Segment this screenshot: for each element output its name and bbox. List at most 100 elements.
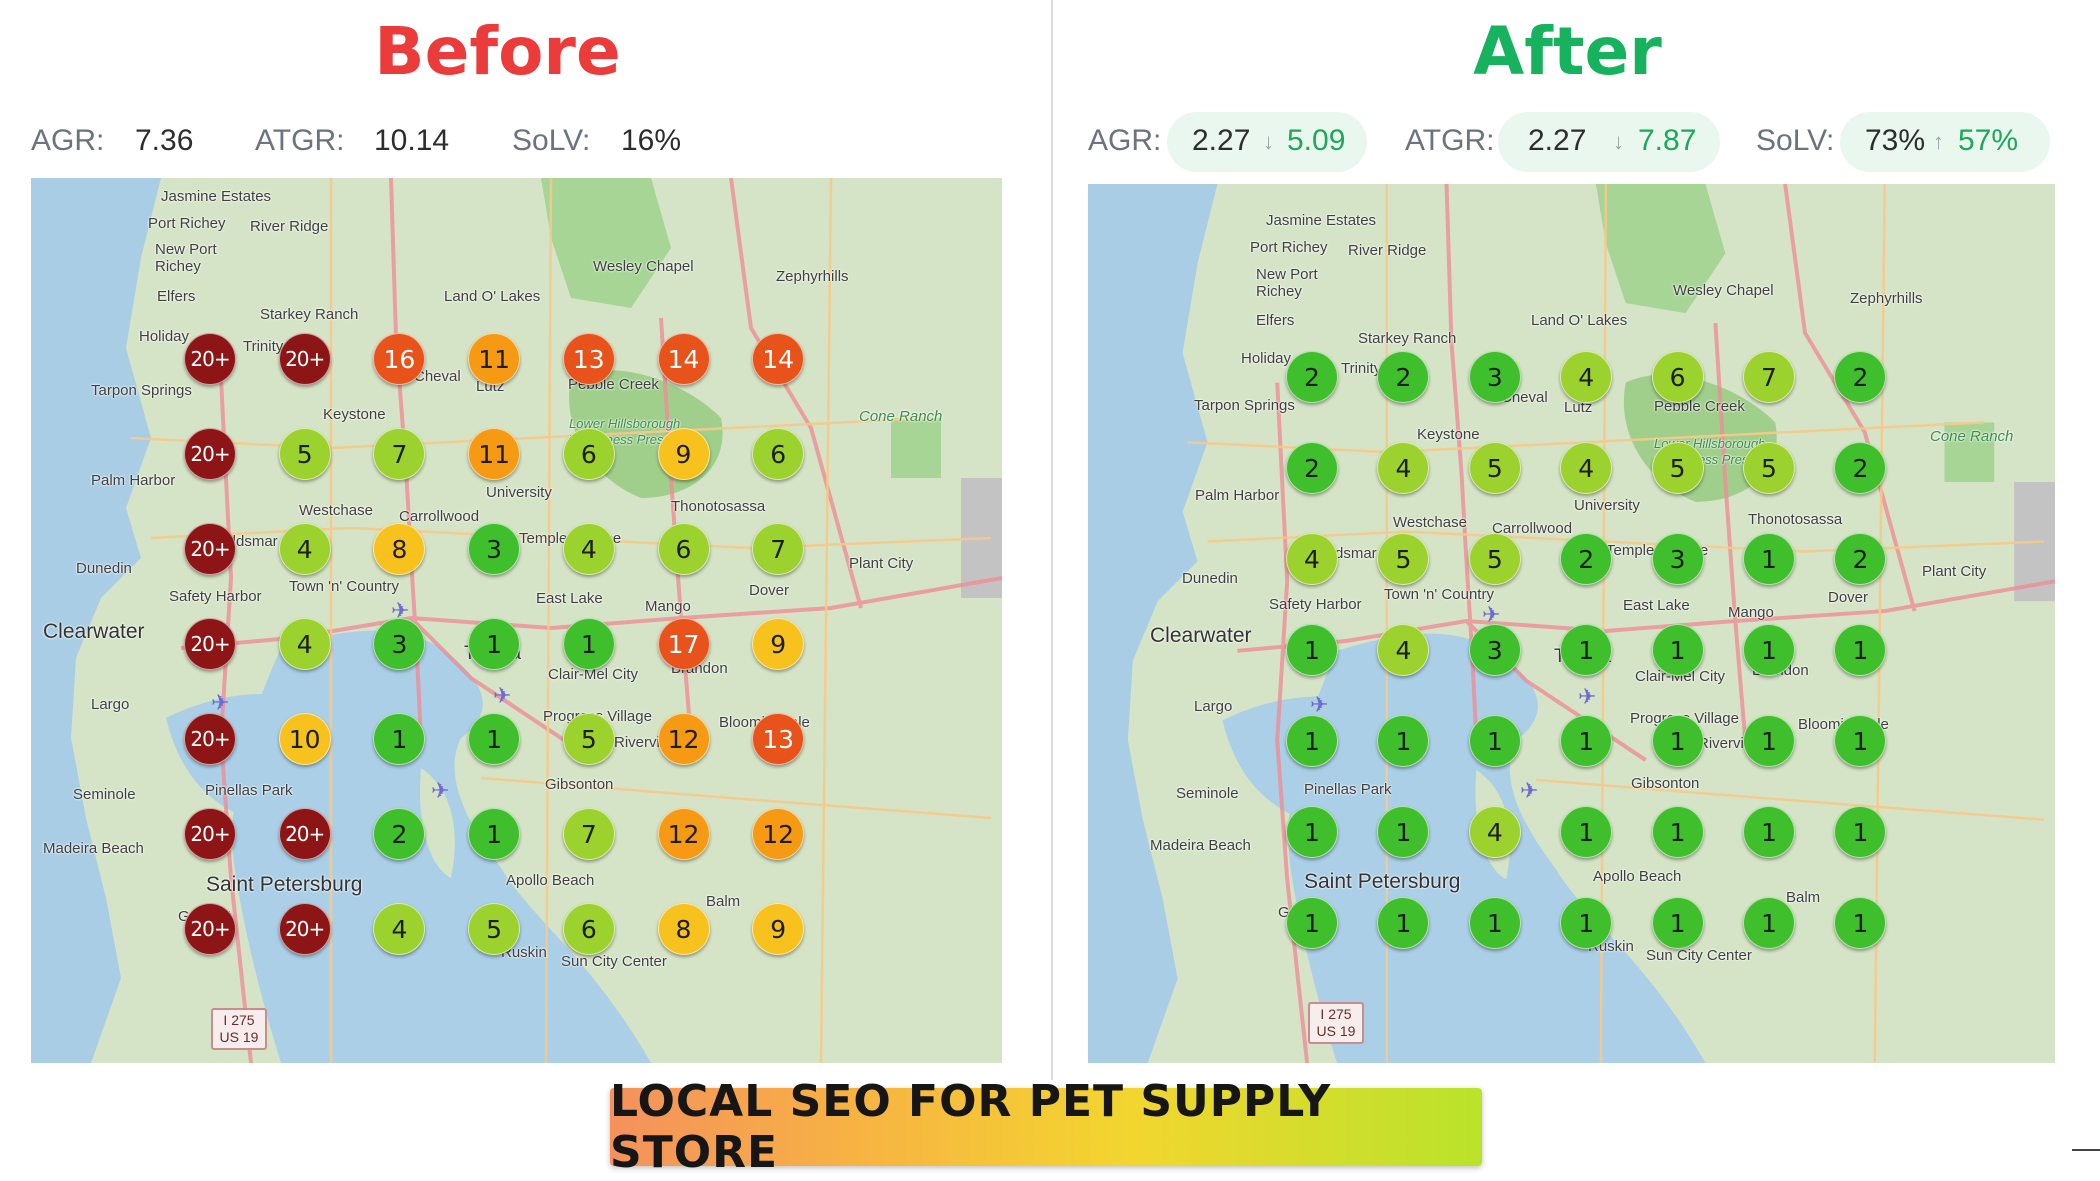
rank-marker[interactable]: 1 [1286,715,1338,767]
rank-marker[interactable]: 4 [278,523,331,575]
rank-marker[interactable]: 20+ [184,713,236,765]
rank-marker[interactable]: 1 [1743,624,1795,676]
rank-marker[interactable]: 1 [1286,624,1338,676]
rank-marker[interactable]: 16 [373,333,426,385]
rank-marker[interactable]: 7 [1743,351,1795,403]
rank-marker[interactable]: 1 [468,618,521,670]
rank-marker[interactable]: 1 [468,808,521,860]
rank-marker[interactable]: 1 [1560,897,1613,949]
rank-marker[interactable]: 20+ [184,523,236,575]
rank-marker[interactable]: 1 [1377,806,1430,858]
rank-marker[interactable]: 9 [657,428,710,480]
rank-marker[interactable]: 7 [562,808,615,860]
rank-marker[interactable]: 14 [657,333,710,385]
rank-marker[interactable]: 5 [562,713,615,765]
rank-marker[interactable]: 1 [1834,806,1887,858]
rank-marker[interactable]: 4 [1377,442,1430,494]
rank-marker[interactable]: 6 [1651,351,1704,403]
rank-marker[interactable]: 1 [1651,624,1704,676]
rank-marker[interactable]: 4 [1560,351,1613,403]
rank-marker[interactable]: 7 [373,428,426,480]
rank-marker[interactable]: 2 [1560,533,1613,585]
rank-marker[interactable]: 20+ [184,428,236,480]
rank-marker[interactable]: 6 [562,428,615,480]
rank-marker[interactable]: 7 [752,523,805,575]
rank-marker[interactable]: 1 [1377,715,1430,767]
rank-marker[interactable]: 8 [657,903,710,955]
rank-marker[interactable]: 5 [1468,442,1521,494]
rank-marker[interactable]: 1 [1834,897,1887,949]
rank-marker[interactable]: 5 [1651,442,1704,494]
rank-marker[interactable]: 6 [562,903,615,955]
rank-marker[interactable]: 14 [752,333,805,385]
rank-marker[interactable]: 1 [1377,897,1430,949]
rank-marker[interactable]: 5 [1743,442,1795,494]
rank-marker[interactable]: 11 [468,428,521,480]
rank-marker[interactable]: 1 [1743,806,1795,858]
rank-marker[interactable]: 3 [468,523,521,575]
rank-marker[interactable]: 5 [278,428,331,480]
rank-marker[interactable]: 4 [1468,806,1521,858]
rank-marker[interactable]: 4 [1377,624,1430,676]
rank-marker[interactable]: 13 [752,713,805,765]
rank-marker[interactable]: 9 [752,618,805,670]
rank-marker[interactable]: 20+ [278,333,331,385]
rank-marker[interactable]: 1 [1468,715,1521,767]
map-label: East Lake [1623,597,1690,614]
rank-marker[interactable]: 1 [1560,806,1613,858]
rank-marker[interactable]: 11 [468,333,521,385]
rank-marker[interactable]: 12 [657,713,710,765]
rank-marker[interactable]: 20+ [184,808,236,860]
rank-marker[interactable]: 3 [1651,533,1704,585]
rank-marker[interactable]: 1 [1743,715,1795,767]
rank-marker[interactable]: 5 [1377,533,1430,585]
rank-marker[interactable]: 1 [373,713,426,765]
rank-marker[interactable]: 2 [1834,533,1887,585]
rank-marker[interactable]: 8 [373,523,426,575]
rank-marker[interactable]: 12 [752,808,805,860]
rank-marker[interactable]: 3 [373,618,426,670]
rank-marker[interactable]: 5 [468,903,521,955]
rank-marker[interactable]: 6 [752,428,805,480]
rank-marker[interactable]: 1 [468,713,521,765]
rank-marker[interactable]: 1 [1286,806,1338,858]
rank-marker[interactable]: 2 [1834,442,1887,494]
rank-marker[interactable]: 5 [1468,533,1521,585]
rank-marker[interactable]: 17 [657,618,710,670]
rank-marker[interactable]: 20+ [278,903,331,955]
rank-marker[interactable]: 1 [1743,897,1795,949]
rank-marker[interactable]: 1 [1834,715,1887,767]
rank-marker[interactable]: 4 [373,903,426,955]
rank-marker[interactable]: 6 [657,523,710,575]
rank-marker[interactable]: 4 [1286,533,1338,585]
rank-marker[interactable]: 1 [1286,897,1338,949]
rank-marker[interactable]: 2 [1377,351,1430,403]
after-title: After [1473,13,1662,90]
rank-marker[interactable]: 1 [1834,624,1887,676]
rank-marker[interactable]: 4 [562,523,615,575]
rank-marker[interactable]: 1 [1743,533,1795,585]
rank-marker[interactable]: 1 [562,618,615,670]
rank-marker[interactable]: 20+ [184,903,236,955]
rank-marker[interactable]: 1 [1560,624,1613,676]
rank-marker[interactable]: 1 [1651,897,1704,949]
rank-marker[interactable]: 10 [278,713,331,765]
rank-marker[interactable]: 2 [1286,442,1338,494]
rank-marker[interactable]: 9 [752,903,805,955]
rank-marker[interactable]: 4 [278,618,331,670]
rank-marker[interactable]: 1 [1468,897,1521,949]
rank-marker[interactable]: 3 [1468,624,1521,676]
rank-marker[interactable]: 3 [1468,351,1521,403]
rank-marker[interactable]: 1 [1651,715,1704,767]
rank-marker[interactable]: 2 [1286,351,1338,403]
rank-marker[interactable]: 12 [657,808,710,860]
rank-marker[interactable]: 4 [1560,442,1613,494]
rank-marker[interactable]: 13 [562,333,615,385]
rank-marker[interactable]: 2 [373,808,426,860]
rank-marker[interactable]: 1 [1560,715,1613,767]
rank-marker[interactable]: 20+ [184,618,236,670]
rank-marker[interactable]: 2 [1834,351,1887,403]
rank-marker[interactable]: 20+ [184,333,236,385]
rank-marker[interactable]: 20+ [278,808,331,860]
rank-marker[interactable]: 1 [1651,806,1704,858]
